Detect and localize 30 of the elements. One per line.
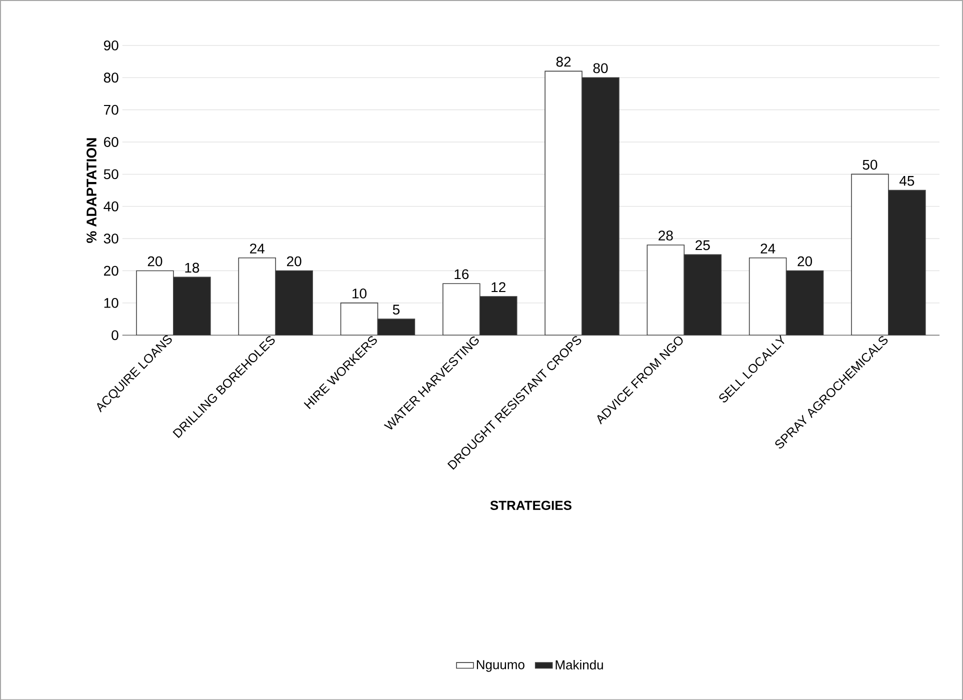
y-axis-title: % ADAPTATION <box>86 138 96 243</box>
y-tick-label: 80 <box>104 72 118 82</box>
legend-label: Nguumo <box>476 660 524 672</box>
data-label: 20 <box>286 256 302 266</box>
data-label: 18 <box>185 262 200 273</box>
data-label: 28 <box>658 230 673 240</box>
data-label: 20 <box>798 256 812 266</box>
data-label: 24 <box>250 243 264 254</box>
y-tick-label: 40 <box>104 201 118 212</box>
data-label: 16 <box>454 269 469 280</box>
y-tick-label: 10 <box>104 298 118 308</box>
y-tick-label: 0 <box>112 330 118 340</box>
data-label: 5 <box>392 304 400 314</box>
y-tick-label: 30 <box>104 234 118 244</box>
y-tick-label: 60 <box>104 136 118 147</box>
y-tick-label: 50 <box>104 169 118 180</box>
x-axis-title: STRATEGIES <box>490 500 572 510</box>
y-tick-label: 70 <box>104 104 118 115</box>
data-label: 50 <box>862 160 878 170</box>
data-label: 20 <box>148 256 162 266</box>
data-label: 25 <box>696 240 710 250</box>
y-tick-label: 90 <box>104 40 118 50</box>
y-tick-label: 20 <box>104 266 118 276</box>
data-label: 10 <box>352 288 366 298</box>
data-label: 45 <box>899 176 914 186</box>
legend-label: Makindu <box>556 660 603 670</box>
data-label: 12 <box>492 282 506 292</box>
data-label: 24 <box>760 243 776 254</box>
data-label: 82 <box>556 56 571 67</box>
data-label: 80 <box>593 63 608 74</box>
